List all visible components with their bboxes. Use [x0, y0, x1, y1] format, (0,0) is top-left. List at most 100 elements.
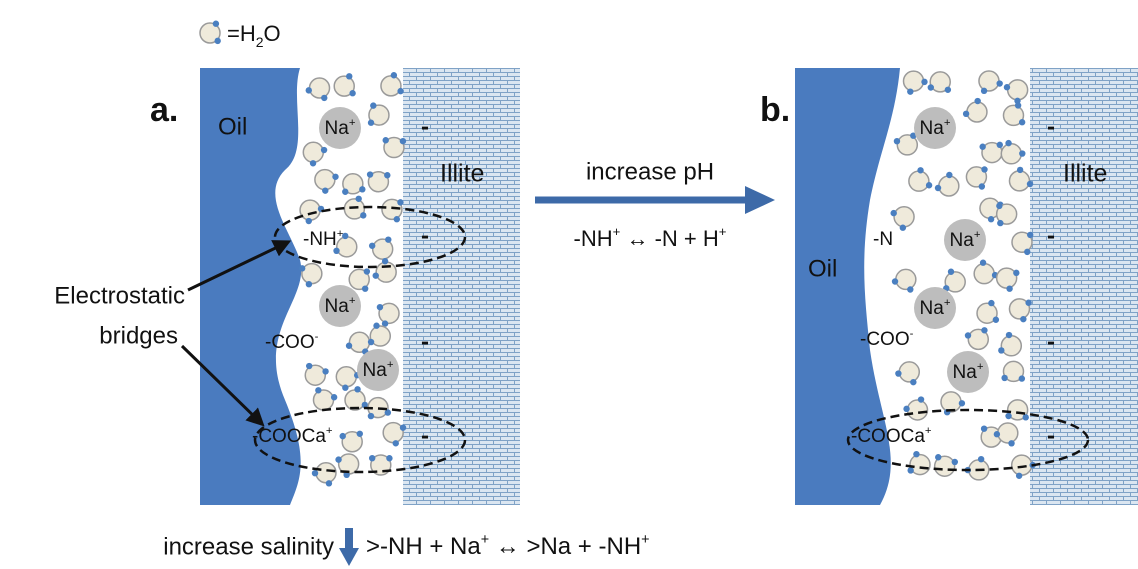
water-molecule: [345, 386, 368, 410]
water-molecule: [963, 98, 987, 122]
water-body: [315, 170, 335, 190]
water-molecule: [1001, 361, 1025, 381]
text-part: Na: [325, 296, 350, 317]
water-hydrogen: [393, 440, 399, 446]
superscript: -: [315, 331, 319, 343]
water-molecule: [907, 451, 930, 475]
water-molecule: [349, 268, 370, 292]
label: -: [421, 422, 429, 449]
water-body: [941, 392, 961, 412]
water-molecule: [346, 332, 370, 355]
water-body: [1008, 80, 1028, 100]
water-molecule: [315, 170, 339, 194]
superscript: +: [925, 425, 932, 437]
text-part: O: [264, 21, 281, 46]
water-molecule: [974, 260, 998, 284]
label: -: [421, 328, 429, 355]
water-hydrogen: [306, 363, 312, 369]
superscript: +: [481, 532, 489, 548]
water-hydrogen: [1024, 249, 1030, 255]
water-molecule: [890, 207, 914, 231]
water-hydrogen: [299, 265, 305, 271]
label: -: [1047, 222, 1055, 249]
water-hydrogen: [400, 138, 406, 144]
water-body: [1012, 455, 1032, 475]
water-hydrogen: [368, 413, 374, 419]
water-hydrogen: [306, 218, 312, 224]
water-body: [376, 262, 396, 282]
superscript: -: [910, 328, 914, 340]
text-part: -COOCa: [252, 426, 326, 447]
water-hydrogen: [963, 111, 969, 117]
water-molecule: [965, 456, 989, 480]
water-molecule: [997, 268, 1020, 292]
water-hydrogen: [979, 183, 985, 189]
water-hydrogen: [369, 243, 375, 249]
water-hydrogen: [997, 142, 1003, 148]
water-hydrogen: [357, 431, 363, 437]
functional-group: -COO-: [860, 328, 914, 350]
water-hydrogen: [326, 480, 332, 486]
water-molecule: [369, 236, 393, 259]
superscript: +: [944, 117, 951, 129]
water-hydrogen: [1008, 440, 1014, 446]
superscript: +: [944, 297, 951, 309]
water-molecule: [966, 166, 987, 189]
water-hydrogen: [1006, 332, 1012, 338]
water-hydrogen: [1020, 316, 1026, 322]
water-hydrogen: [1019, 375, 1025, 381]
water-molecule: [312, 463, 336, 487]
water-hydrogen: [306, 87, 312, 93]
water-body: [310, 78, 330, 98]
water-hydrogen: [981, 166, 987, 172]
diagram: Na+Na+Na+Na+Na+Na+Na+=H2Oa.OilIllite-NH+…: [0, 0, 1138, 569]
superscript: +: [387, 359, 394, 371]
label: Oil: [218, 113, 247, 140]
text-part: Na: [953, 362, 978, 383]
water-hydrogen: [385, 236, 391, 242]
water-hydrogen: [978, 456, 984, 462]
water-hydrogen: [331, 394, 337, 400]
water-body: [939, 176, 959, 196]
label: Oil: [808, 255, 837, 282]
water-molecule: [1009, 299, 1031, 322]
water-molecule: [377, 303, 399, 326]
water-hydrogen: [335, 456, 341, 462]
water-molecule: [305, 363, 329, 385]
water-hydrogen: [918, 396, 924, 402]
label: increase salinity: [163, 533, 334, 560]
water-molecule: [334, 73, 356, 96]
label: Illite: [440, 160, 484, 188]
text-part: -NH: [303, 229, 337, 250]
water-hydrogen: [895, 370, 901, 376]
text-part: -COOCa: [851, 426, 925, 447]
water-molecule: [996, 203, 1017, 227]
water-hydrogen: [362, 285, 368, 291]
water-hydrogen: [213, 21, 219, 27]
water-body: [303, 142, 323, 162]
water-hydrogen: [993, 317, 999, 323]
text-part: =H: [227, 21, 256, 46]
water-hydrogen: [946, 172, 952, 178]
water-hydrogen: [935, 454, 941, 460]
water-body: [904, 71, 924, 91]
text-part: Na: [363, 360, 388, 381]
water-molecule: [335, 454, 358, 478]
superscript: +: [641, 532, 649, 548]
water-hydrogen: [367, 171, 373, 177]
water-body: [383, 423, 403, 443]
water-molecule: [373, 258, 397, 282]
water-molecule: [977, 300, 999, 323]
water-molecule: [1004, 80, 1028, 104]
water-molecule: [200, 21, 221, 45]
water-hydrogen: [1027, 181, 1033, 187]
water-hydrogen: [332, 174, 338, 180]
water-molecule: [979, 71, 1003, 94]
water-hydrogen: [907, 467, 913, 473]
water-molecule: [303, 142, 327, 166]
water-hydrogen: [306, 281, 312, 287]
water-hydrogen: [322, 368, 328, 374]
water-hydrogen: [988, 216, 994, 222]
water-molecule: [909, 167, 932, 191]
water-hydrogen: [377, 304, 383, 310]
